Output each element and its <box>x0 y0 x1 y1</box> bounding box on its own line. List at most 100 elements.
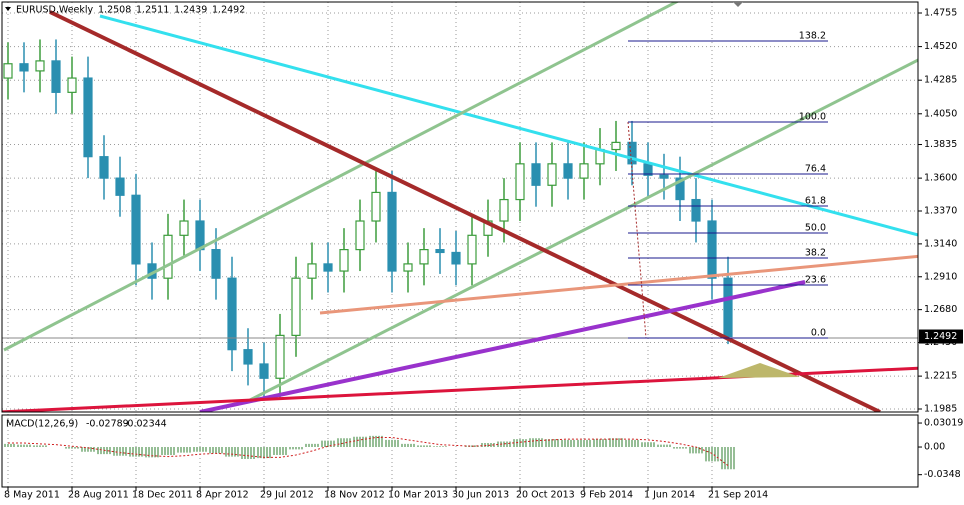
trend-line <box>49 10 881 412</box>
fib-label: 138.2 <box>799 31 826 42</box>
y-tick-label: 1.3600 <box>924 173 957 184</box>
candle-body <box>355 220 365 251</box>
macd-y-tick-label: 0.03019 <box>924 418 963 429</box>
fib-trend <box>627 121 647 339</box>
triangle <box>718 363 800 378</box>
candle-body <box>67 77 77 93</box>
candle-body <box>371 191 381 222</box>
candle-body <box>451 251 461 265</box>
fibonacci: 138.2 100.0 76.4 61.8 50.0 38.2 23.6 0.0 <box>628 31 828 339</box>
x-tick-label: 18 Nov 2012 <box>324 490 385 501</box>
shift-marker <box>733 2 743 7</box>
x-tick-label: 8 Apr 2012 <box>196 490 249 501</box>
candle-body <box>611 141 621 151</box>
y-tick-label: 1.4520 <box>924 41 957 52</box>
candle-body <box>291 277 301 336</box>
macd-panel <box>1 435 735 470</box>
fib-label: 38.2 <box>805 248 826 259</box>
candle-body <box>419 249 429 265</box>
drawings <box>2 2 918 412</box>
candle-body <box>563 163 573 179</box>
header-low: 1.2439 <box>174 5 207 16</box>
candle-body <box>691 198 701 222</box>
channel-line <box>249 58 918 402</box>
candle-body <box>499 198 509 222</box>
macd-y-tick-label: -0.0348 <box>924 469 961 480</box>
header-high: 1.2511 <box>136 5 169 16</box>
candle-body <box>195 220 205 251</box>
sub-frame <box>1 414 919 488</box>
candle-body <box>227 277 237 351</box>
x-tick-label: 29 Jul 2012 <box>260 490 314 501</box>
header-open: 1.2508 <box>98 5 131 16</box>
x-tick-label: 1 Jun 2014 <box>644 490 695 501</box>
y-tick-label: 1.3835 <box>924 139 957 150</box>
macd-y-tick-label: 0.00 <box>924 442 945 453</box>
x-tick-label: 30 Jun 2013 <box>452 490 509 501</box>
candle-body <box>403 263 413 272</box>
x-tick-label: 20 Oct 2013 <box>516 490 575 501</box>
candle-body <box>243 349 253 365</box>
x-tick-label: 10 Mar 2013 <box>388 490 448 501</box>
macd-title: MACD(12,26,9) <box>6 419 78 430</box>
x-tick-label: 28 Aug 2011 <box>68 490 129 501</box>
y-tick-label: 1.4050 <box>924 108 957 119</box>
y-tick-label: 1.2215 <box>924 371 957 382</box>
candle-body <box>83 77 93 158</box>
channel-line <box>3 2 680 352</box>
trend-line <box>319 254 918 315</box>
fib-label: 0.0 <box>811 328 826 339</box>
menu-arrow <box>5 7 11 11</box>
candle-body <box>547 163 557 186</box>
candle-body <box>115 177 125 196</box>
candle-body <box>723 277 733 338</box>
candle-body <box>307 263 317 279</box>
fib-label: 76.4 <box>805 164 826 175</box>
header-close: 1.2492 <box>212 5 245 16</box>
candle-body <box>579 163 589 179</box>
fib-label: 23.6 <box>805 275 826 286</box>
y-tick-label: 1.1985 <box>924 403 957 414</box>
y-tick-label: 1.3370 <box>924 206 957 217</box>
trend-line <box>199 280 806 412</box>
price-label: 1.2492 <box>924 331 957 342</box>
fib-label: 50.0 <box>805 223 826 234</box>
y-tick-label: 1.4755 <box>924 8 957 19</box>
fib-label: 61.8 <box>805 196 826 207</box>
candle-body <box>3 63 13 79</box>
macd-value: -0.02789 <box>86 419 129 430</box>
x-tick-label: 8 May 2011 <box>4 490 60 501</box>
candle-body <box>339 249 349 272</box>
macd-signal <box>8 436 729 467</box>
trend-line <box>99 14 918 237</box>
header-title: EURUSD,Weekly <box>16 5 94 16</box>
candle-body <box>675 177 685 201</box>
candles <box>3 39 733 400</box>
candle-body <box>627 141 637 165</box>
x-tick-label: 21 Sep 2014 <box>708 490 768 501</box>
y-tick-label: 1.2910 <box>924 271 957 282</box>
y-tick-label: 1.4285 <box>924 75 957 86</box>
candle-body <box>387 191 397 272</box>
y-tick-label: 1.2680 <box>924 304 957 315</box>
grid-layer <box>2 2 918 487</box>
candle-body <box>435 249 445 254</box>
macd-signal-value: -0.02344 <box>124 419 167 430</box>
candle-body <box>467 234 477 265</box>
candle-body <box>99 156 109 179</box>
candle-body <box>131 194 141 265</box>
candle-body <box>163 234 173 279</box>
candle-body <box>707 220 717 279</box>
candle-body <box>179 220 189 236</box>
candle-body <box>19 63 29 72</box>
x-tick-label: 9 Feb 2014 <box>580 490 633 501</box>
candle-body <box>211 249 221 279</box>
candle-body <box>515 163 525 201</box>
fib-label: 100.0 <box>799 112 826 123</box>
candle-body <box>531 163 541 186</box>
candle-body <box>259 363 269 379</box>
candle-body <box>659 174 669 179</box>
